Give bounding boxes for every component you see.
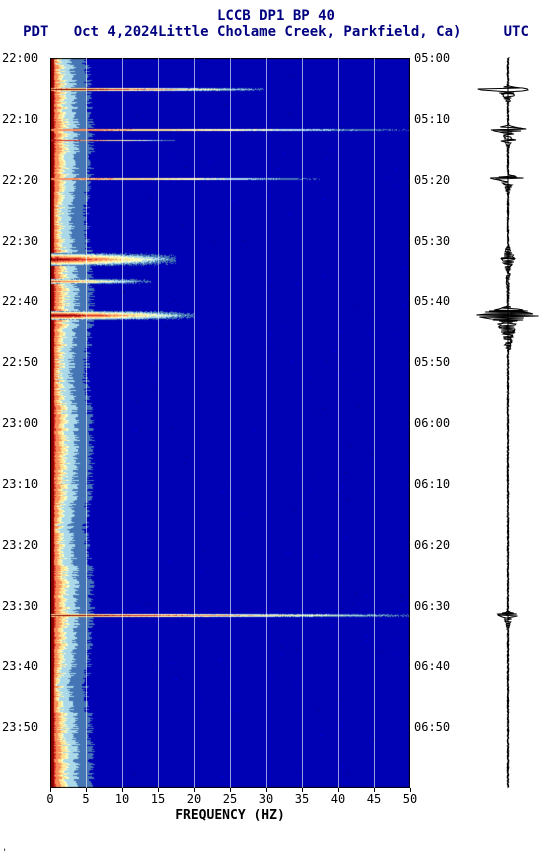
gridline-v (86, 58, 87, 788)
ytick-left: 22:10 (2, 112, 38, 126)
ytick-right: 05:30 (414, 234, 450, 248)
waveform-svg (468, 58, 548, 788)
tz-left: PDT (23, 24, 48, 40)
xtick-label: 5 (82, 792, 89, 806)
gridline-v (266, 58, 267, 788)
gridline-v (230, 58, 231, 788)
gridline-v (194, 58, 195, 788)
x-axis-label: FREQUENCY (HZ) (50, 808, 410, 823)
ytick-left: 22:00 (2, 51, 38, 65)
ytick-right: 05:20 (414, 173, 450, 187)
location: Little Cholame Creek, Parkfield, Ca) (158, 24, 461, 40)
xtick-mark (230, 788, 231, 792)
xtick-mark (158, 788, 159, 792)
ytick-right: 05:00 (414, 51, 450, 65)
ytick-left: 22:50 (2, 355, 38, 369)
title-line1: LCCB DP1 BP 40 (0, 8, 552, 24)
ytick-left: 23:20 (2, 538, 38, 552)
tz-right: UTC (504, 24, 529, 40)
xtick-label: 0 (46, 792, 53, 806)
xtick-mark (86, 788, 87, 792)
gridline-v (338, 58, 339, 788)
footnote: ' (2, 848, 7, 858)
ytick-left: 22:30 (2, 234, 38, 248)
xtick-mark (338, 788, 339, 792)
xtick-label: 30 (259, 792, 273, 806)
ytick-left: 23:40 (2, 659, 38, 673)
ytick-right: 06:30 (414, 599, 450, 613)
date: Oct 4,2024 (74, 24, 158, 40)
gridline-v (302, 58, 303, 788)
ytick-right: 06:50 (414, 720, 450, 734)
xtick-label: 10 (115, 792, 129, 806)
xtick-label: 35 (295, 792, 309, 806)
xtick-mark (410, 788, 411, 792)
ytick-right: 05:10 (414, 112, 450, 126)
gridline-v (374, 58, 375, 788)
ytick-right: 06:00 (414, 416, 450, 430)
ytick-right: 06:20 (414, 538, 450, 552)
ytick-left: 23:00 (2, 416, 38, 430)
xtick-label: 15 (151, 792, 165, 806)
xtick-mark (194, 788, 195, 792)
xtick-label: 20 (187, 792, 201, 806)
xtick-label: 40 (331, 792, 345, 806)
xtick-mark (302, 788, 303, 792)
xtick-mark (122, 788, 123, 792)
xtick-label: 50 (403, 792, 417, 806)
ytick-right: 05:40 (414, 294, 450, 308)
ytick-right: 06:10 (414, 477, 450, 491)
title-line2: PDT Oct 4,2024Little Cholame Creek, Park… (0, 24, 552, 40)
waveform-panel (468, 58, 548, 788)
xtick-label: 25 (223, 792, 237, 806)
ytick-right: 05:50 (414, 355, 450, 369)
gridline-v (158, 58, 159, 788)
gridline-v (410, 58, 411, 788)
gridline-v (122, 58, 123, 788)
ytick-left: 23:50 (2, 720, 38, 734)
xtick-label: 45 (367, 792, 381, 806)
xtick-mark (50, 788, 51, 792)
ytick-left: 22:40 (2, 294, 38, 308)
xtick-mark (266, 788, 267, 792)
ytick-left: 23:30 (2, 599, 38, 613)
ytick-left: 23:10 (2, 477, 38, 491)
ytick-left: 22:20 (2, 173, 38, 187)
ytick-right: 06:40 (414, 659, 450, 673)
xtick-mark (374, 788, 375, 792)
